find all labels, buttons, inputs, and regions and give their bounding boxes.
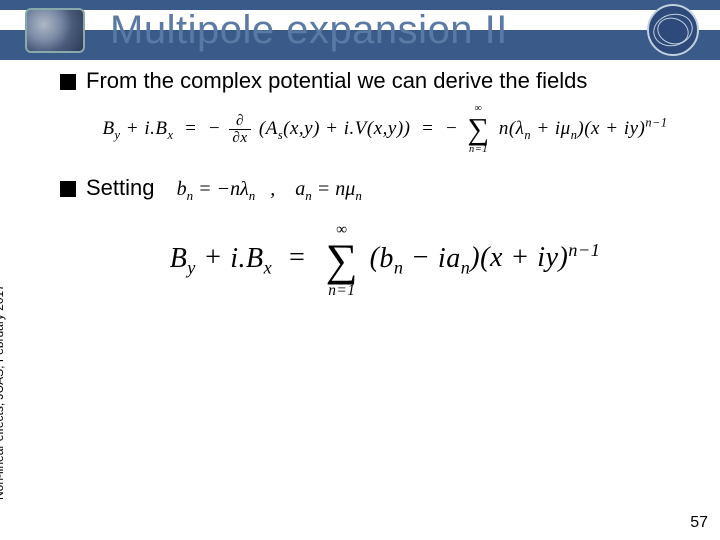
bullet-1: From the complex potential we can derive… [60, 68, 710, 94]
equation-3: By + i.Bx = ∞∑n=1 (bn − ian)(x + iy)n−1 [60, 222, 710, 298]
equation-1: By + i.Bx = − ∂∂x (As(x,y) + i.V(x,y)) =… [60, 104, 710, 155]
slide-content: From the complex potential we can derive… [60, 68, 710, 308]
bullet-2: Setting bn = −nλn , an = nμn [60, 175, 710, 204]
equation-2: bn = −nλn , an = nμn [177, 178, 362, 200]
slide-title: Multipole expansion II [110, 0, 508, 60]
side-caption: Non-linear effects, JUAS, February 2017 [0, 284, 6, 500]
page-number: 57 [690, 514, 708, 532]
juas-logo [2, 2, 107, 58]
bullet-2-text: Setting bn = −nλn , an = nμn [86, 175, 362, 204]
cern-logo [628, 2, 718, 58]
bullet-square-icon [60, 74, 76, 90]
bullet-1-text: From the complex potential we can derive… [86, 68, 587, 94]
bullet-square-icon [60, 181, 76, 197]
